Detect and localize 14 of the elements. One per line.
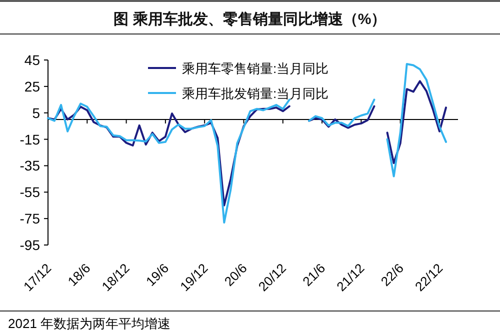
y-tick-label: 25: [24, 78, 40, 94]
legend-label: 乘用车零售销量:当月同比: [182, 61, 329, 76]
y-tick-label: 5: [32, 104, 40, 121]
text: 2021 年数据为两年平均增速: [8, 316, 171, 331]
y-tick-label: 45: [24, 52, 40, 68]
y-tick-label: -15: [20, 131, 40, 148]
legend-label: 乘用车批发销量:当月同比: [182, 86, 329, 101]
y-tick-label: -55: [20, 184, 40, 200]
y-tick-label: -95: [20, 237, 40, 253]
chart-title: 图 乘用车批发、零售销量同比增速（%）: [114, 10, 386, 28]
x-tick-label: 19/6: [143, 260, 172, 290]
y-tick-label: -35: [20, 158, 40, 174]
y-tick-label: -75: [20, 210, 40, 227]
x-tick-label: 18/6: [64, 260, 94, 290]
